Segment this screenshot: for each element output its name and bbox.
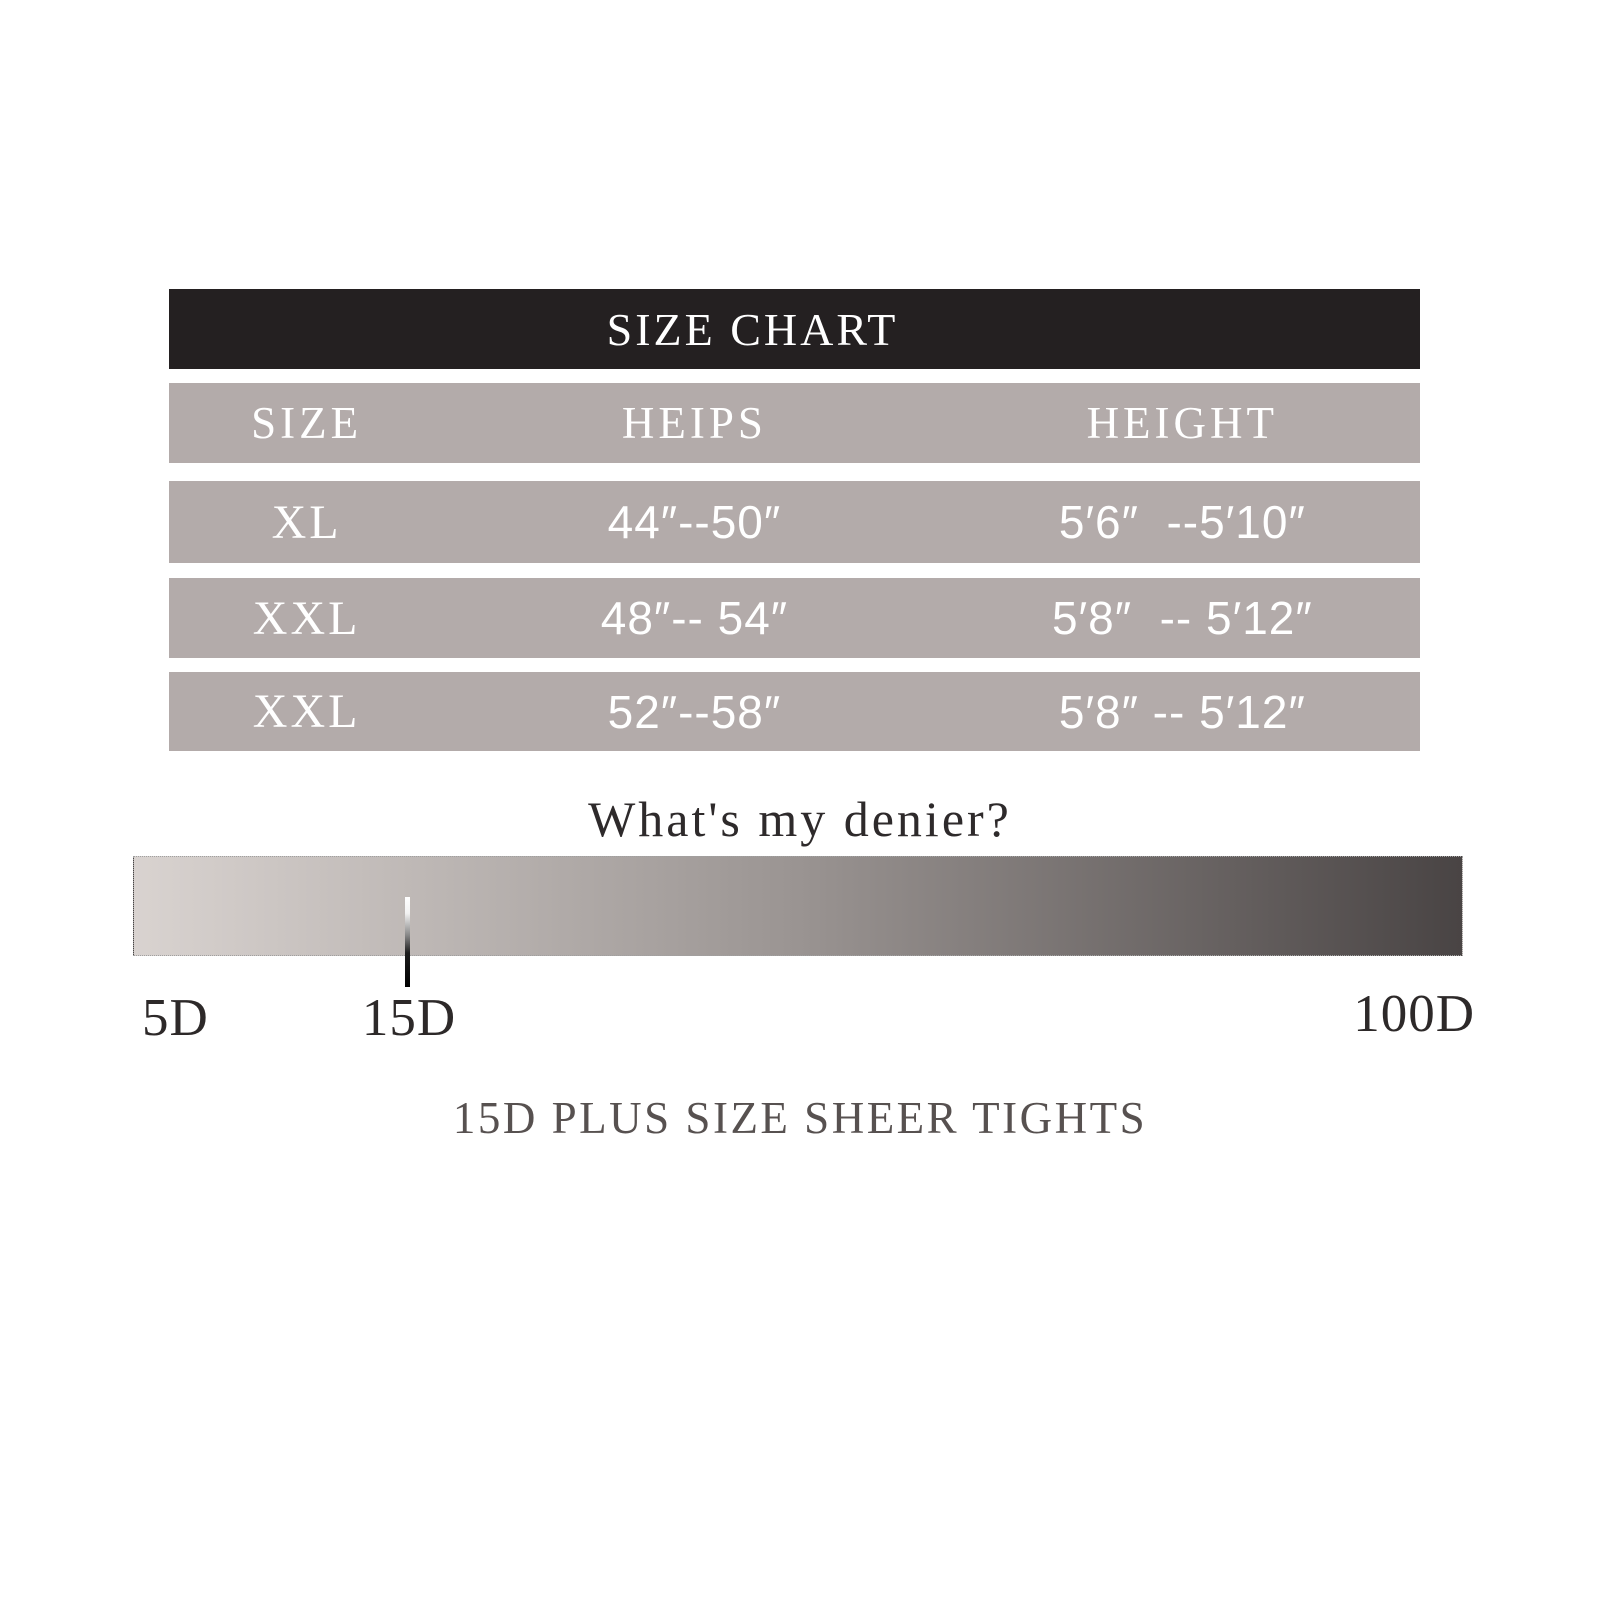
denier-question: What's my denier? <box>588 791 1012 847</box>
row-hips-value: 52″--58″ <box>607 685 782 738</box>
row-height-value: 5′6″ --5′10″ <box>1058 496 1306 548</box>
row-hips-value: 48″-- 54″ <box>600 592 789 644</box>
table-row: XXL 52″--58″ 5′8″ -- 5′12″ <box>169 672 1420 751</box>
row-height-value: 5′8″ -- 5′12″ <box>1058 685 1306 738</box>
table-header-row: SIZE HEIPS HEIGHT <box>169 383 1420 463</box>
size-chart-title-bar: SIZE CHART <box>169 289 1420 369</box>
size-chart-title: SIZE CHART <box>606 303 899 355</box>
row-size-value: XXL <box>252 591 361 645</box>
table-row: XL 44″--50″ 5′6″ --5′10″ <box>169 481 1420 563</box>
product-caption: 15D PLUS SIZE SHEER TIGHTS <box>452 1093 1148 1143</box>
header-height: HEIGHT <box>1086 398 1279 448</box>
row-size-value: XL <box>271 495 342 549</box>
scale-label-marker: 15D <box>361 989 457 1047</box>
header-size: SIZE <box>251 398 363 448</box>
scale-label-min: 5D <box>142 989 209 1047</box>
header-hips: HEIPS <box>621 398 767 448</box>
table-row: XXL 48″-- 54″ 5′8″ -- 5′12″ <box>169 578 1420 658</box>
row-hips-value: 44″--50″ <box>607 496 782 548</box>
denier-gradient-bar <box>133 856 1463 956</box>
scale-label-max: 100D <box>1353 985 1475 1043</box>
denier-marker-line <box>405 897 410 987</box>
row-size-value: XXL <box>252 685 361 738</box>
row-height-value: 5′8″ -- 5′12″ <box>1051 592 1313 644</box>
